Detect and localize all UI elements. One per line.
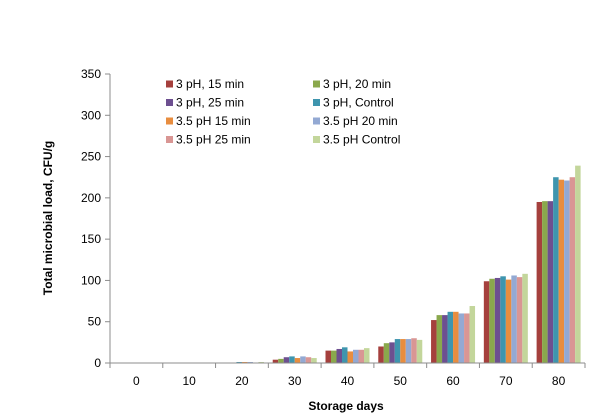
bar — [289, 356, 295, 363]
x-tick-label: 30 — [288, 374, 302, 388]
x-axis-title: Storage days — [308, 399, 384, 413]
legend-swatch — [313, 80, 320, 88]
bar — [336, 348, 342, 363]
bar — [436, 315, 443, 363]
bar — [305, 357, 312, 363]
bar — [464, 313, 470, 363]
bar — [500, 276, 506, 363]
legend-label: 3 pH, 20 min — [323, 77, 391, 91]
bar — [489, 278, 495, 363]
legend-swatch — [166, 99, 173, 106]
bar — [378, 346, 384, 363]
bar — [347, 351, 353, 363]
bar — [383, 343, 390, 363]
legend-swatch — [166, 136, 173, 143]
bar — [442, 315, 448, 363]
bar — [311, 358, 317, 363]
x-tick-label: 70 — [499, 374, 513, 388]
y-tick-label: 300 — [81, 108, 101, 122]
legend-label: 3 pH, 25 min — [176, 96, 244, 110]
y-tick-label: 100 — [81, 273, 101, 287]
bars-group — [219, 165, 581, 363]
legend-label: 3 pH, 15 min — [176, 77, 244, 91]
bar — [431, 320, 437, 363]
x-tick-label: 60 — [446, 374, 460, 388]
y-tick-label: 50 — [88, 315, 102, 329]
y-axis-title: Total microbial load, CFU/g — [41, 141, 55, 295]
y-tick-label: 250 — [81, 150, 101, 164]
bar — [569, 177, 576, 363]
bar — [453, 311, 459, 363]
bar — [505, 279, 512, 363]
bar — [536, 201, 543, 363]
bar — [511, 275, 517, 363]
bar — [547, 201, 554, 363]
bar — [358, 349, 364, 363]
bar — [522, 273, 528, 363]
bar — [416, 339, 423, 363]
bar — [483, 281, 490, 363]
bar — [558, 179, 565, 363]
bar — [575, 165, 581, 363]
bar — [300, 356, 306, 363]
bar — [342, 347, 348, 363]
legend-label: 3.5 pH 20 min — [323, 114, 398, 128]
x-tick-label: 20 — [235, 374, 249, 388]
bar — [405, 339, 412, 363]
legend-swatch — [166, 80, 173, 88]
bar — [400, 339, 406, 363]
bar — [325, 350, 331, 363]
legend-swatch — [313, 99, 320, 106]
bar — [458, 313, 465, 363]
bar — [564, 180, 570, 363]
x-tick-label: 10 — [182, 374, 196, 388]
y-tick-label: 150 — [81, 232, 101, 246]
bar — [516, 277, 523, 363]
legend-swatch — [313, 136, 320, 143]
x-tick-label: 40 — [341, 374, 355, 388]
bar — [283, 357, 290, 363]
x-tick-label: 0 — [133, 374, 140, 388]
y-tick-label: 350 — [81, 67, 101, 81]
bar — [542, 201, 548, 363]
bar — [278, 358, 284, 363]
legend-label: 3.5 pH 15 min — [176, 114, 251, 128]
y-tick-label: 200 — [81, 191, 101, 205]
x-tick-label: 80 — [552, 374, 566, 388]
bar — [364, 348, 370, 363]
y-axis-ticks: 0 50 100 150 200 250 300 350 — [81, 67, 110, 370]
bar — [447, 311, 454, 363]
bar — [331, 350, 337, 363]
bar — [294, 358, 301, 363]
legend-swatch — [166, 117, 173, 125]
legend-label: 3.5 pH 25 min — [176, 133, 251, 147]
bar — [494, 277, 501, 363]
y-tick-label: 0 — [94, 356, 101, 370]
legend-swatch — [313, 117, 320, 125]
legend: 3 pH, 15 min 3 pH, 20 min 3 pH, 25 min 3 pH… — [166, 77, 400, 147]
legend-label: 3.5 pH Control — [323, 133, 400, 147]
bar — [411, 338, 417, 363]
bar — [272, 359, 279, 363]
bar — [389, 342, 395, 363]
bar — [353, 349, 359, 363]
bar — [469, 306, 476, 363]
x-axis-ticks: 0 10 20 30 40 50 60 70 80 — [109, 363, 586, 388]
bar — [553, 177, 559, 363]
x-tick-label: 50 — [394, 374, 408, 388]
legend-label: 3 pH, Control — [323, 96, 394, 110]
bar — [394, 339, 401, 363]
